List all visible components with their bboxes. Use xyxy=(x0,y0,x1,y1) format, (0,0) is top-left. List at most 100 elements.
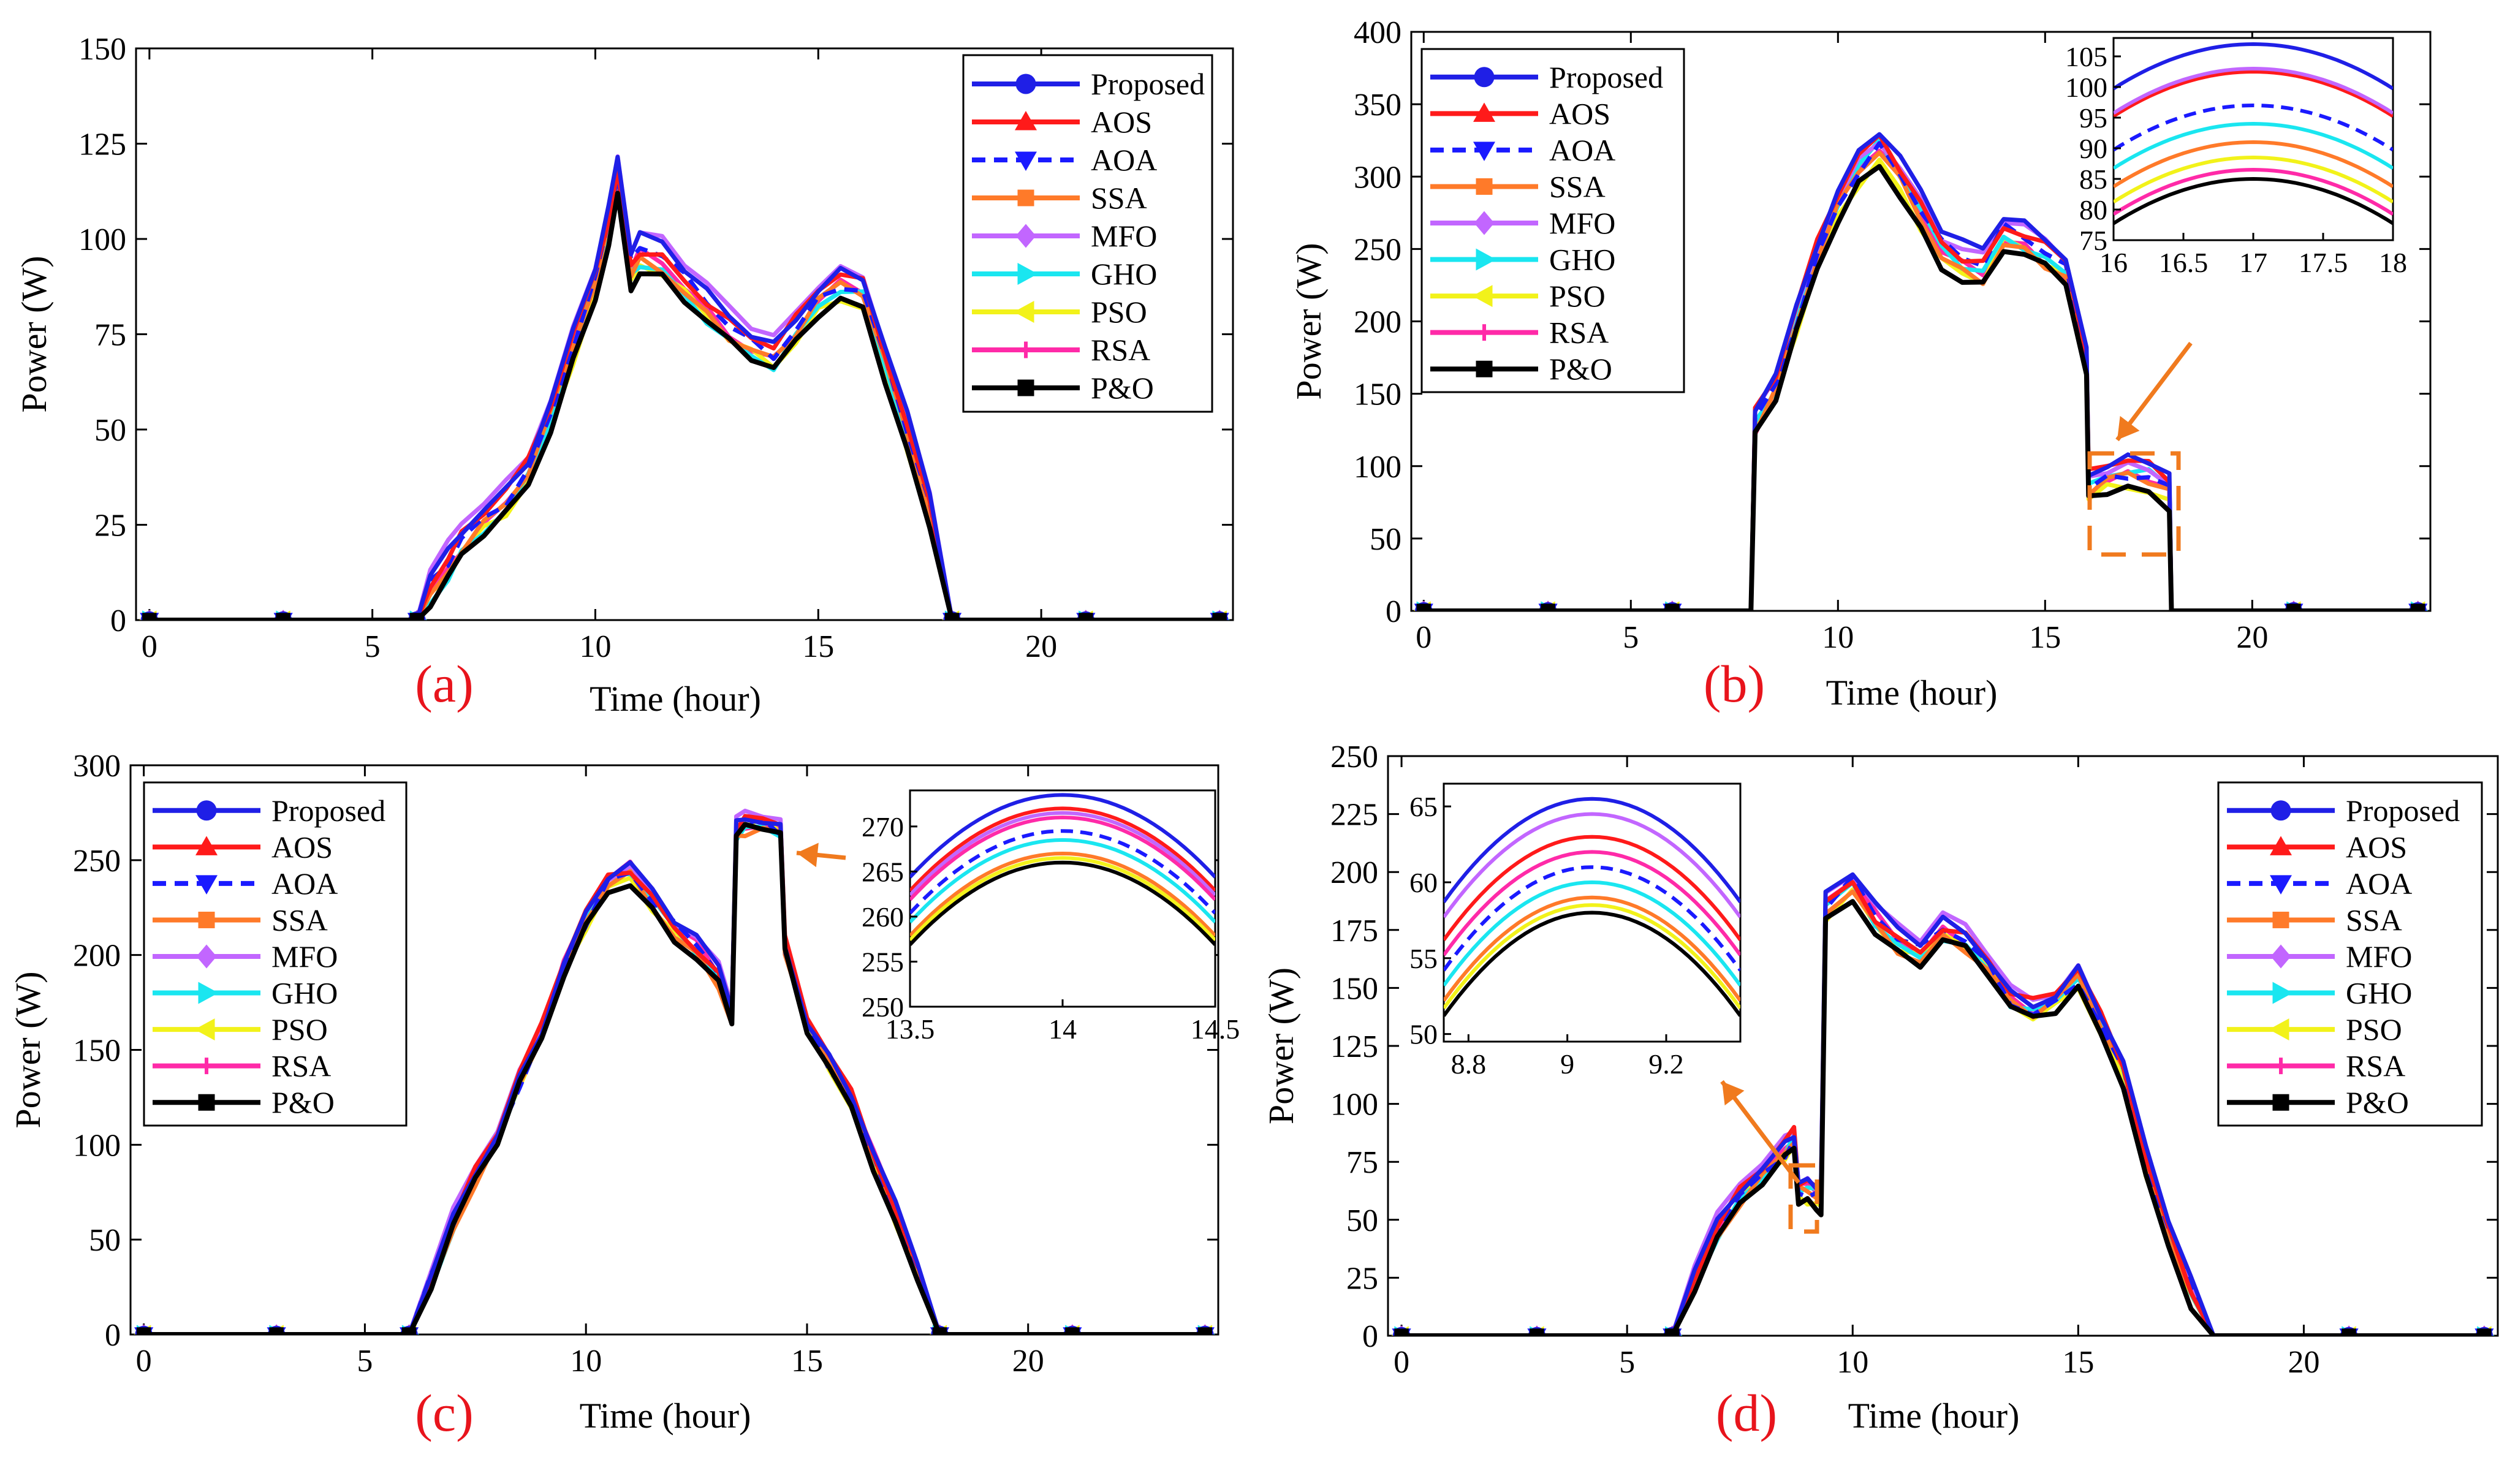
legend-marker xyxy=(2272,1094,2289,1111)
inset-series xyxy=(1444,797,1740,1017)
legend-marker xyxy=(1014,301,1034,323)
inset-line-mfo xyxy=(910,811,1215,896)
legend-marker xyxy=(1015,151,1037,171)
series-marker-pando xyxy=(1394,1328,1409,1336)
x-tick-label: 20 xyxy=(1025,629,1057,664)
series-marker-pando xyxy=(1065,1327,1080,1334)
legend-marker xyxy=(1473,102,1495,122)
series-marker-pando xyxy=(1665,1328,1680,1336)
inset-x-tick-label: 9.2 xyxy=(1648,1048,1684,1080)
series-marker-pando xyxy=(944,613,960,620)
legend-marker xyxy=(1017,379,1034,396)
inset-line-proposed xyxy=(2114,42,2393,91)
y-tick-label: 100 xyxy=(73,1128,121,1163)
inset-line-pando xyxy=(1444,910,1740,1017)
x-tick-label: 0 xyxy=(136,1344,152,1379)
panel-label: (b) xyxy=(1704,654,1765,713)
series-line-proposed xyxy=(149,154,1220,620)
series-marker-pando xyxy=(1541,604,1555,611)
inset-line-rsa xyxy=(1444,850,1740,956)
legend-marker xyxy=(1015,224,1036,248)
inset-line-pso xyxy=(1444,903,1740,1010)
legend-marker xyxy=(1017,341,1034,358)
inset-line-pando xyxy=(2114,176,2393,225)
series-marker-pando xyxy=(401,1327,417,1334)
y-tick-label: 50 xyxy=(89,1223,121,1258)
inset-x-tick-label: 9 xyxy=(1560,1048,1574,1080)
x-tick-label: 15 xyxy=(802,629,834,664)
legend-label-mfo: MFO xyxy=(1549,206,1615,240)
series-marker-pando xyxy=(136,1327,151,1334)
y-tick-label: 0 xyxy=(1362,1319,1378,1354)
x-tick-label: 20 xyxy=(1012,1344,1044,1379)
series-group xyxy=(133,808,1216,1334)
legend-marker xyxy=(196,800,217,821)
inset-y-tick-label: 250 xyxy=(862,991,904,1023)
y-tick-label: 125 xyxy=(1330,1029,1378,1064)
x-tick-label: 10 xyxy=(1837,1345,1868,1380)
legend-label-mfo: MFO xyxy=(1091,219,1157,253)
legend-marker xyxy=(1015,74,1036,94)
inset-zoom: 8.8 9 9.2 50 55 60 65 xyxy=(1409,782,1819,1234)
inset-line-aos xyxy=(1444,835,1740,941)
series-group xyxy=(1391,872,2495,1336)
x-axis-label: Time (hour) xyxy=(580,1396,751,1436)
legend-label-pso: PSO xyxy=(2346,1012,2402,1047)
legend-label-gho: GHO xyxy=(271,976,338,1010)
panel-label: (d) xyxy=(1716,1384,1777,1442)
y-axis-label: Power (W) xyxy=(14,256,54,412)
legend-label-ssa: SSA xyxy=(1549,169,1606,203)
legend-label-aos: AOS xyxy=(271,830,333,864)
x-tick-label: 10 xyxy=(1822,620,1854,655)
y-tick-label: 225 xyxy=(1330,798,1378,833)
panel-label: (a) xyxy=(415,654,473,713)
series-marker-pando xyxy=(2342,1328,2356,1336)
legend-marker xyxy=(2270,836,2292,855)
inset-line-proposed xyxy=(910,793,1215,879)
series-marker-pando xyxy=(142,613,157,620)
y-tick-label: 150 xyxy=(1354,377,1401,412)
legend-label-pando: P&O xyxy=(2346,1085,2409,1119)
inset-line-proposed xyxy=(1444,797,1740,903)
inset-y-tick-label: 50 xyxy=(1409,1019,1438,1050)
series-marker-pando xyxy=(1212,613,1227,620)
legend-label-mfo: MFO xyxy=(2346,939,2412,974)
x-tick-label: 5 xyxy=(365,629,381,664)
legend-label-ssa: SSA xyxy=(1091,181,1147,215)
legend-label-rsa: RSA xyxy=(1091,333,1150,367)
legend-marker xyxy=(1476,360,1493,377)
legend-label-aoa: AOA xyxy=(2346,866,2412,901)
inset-x-tick-label: 8.8 xyxy=(1451,1048,1487,1080)
legend-label-aos: AOS xyxy=(1091,105,1152,139)
x-axis-label: Time (hour) xyxy=(1826,673,1998,713)
legend-label-pso: PSO xyxy=(1549,279,1606,313)
chart-panel-d: 0 5 10 15 200255075100125150175200225250Time… xyxy=(1261,740,2499,1442)
legend-marker xyxy=(1474,211,1495,235)
legend-label-mfo: MFO xyxy=(271,939,338,974)
legend-label-aoa: AOA xyxy=(271,866,338,901)
series-marker-pando xyxy=(1079,613,1093,620)
series-marker-pando xyxy=(932,1327,947,1334)
y-tick-label: 100 xyxy=(78,222,126,257)
legend-label-pso: PSO xyxy=(271,1012,328,1047)
y-tick-label: 400 xyxy=(1354,15,1401,50)
x-axis-label: Time (hour) xyxy=(590,679,761,719)
inset-y-tick-label: 255 xyxy=(862,946,904,977)
y-tick-label: 150 xyxy=(1330,971,1378,1006)
series-marker-pando xyxy=(269,1327,284,1334)
inset-line-ssa xyxy=(910,851,1215,937)
inset-x-tick-label: 16.5 xyxy=(2159,247,2209,278)
series-marker-pando xyxy=(1197,1327,1213,1334)
inset-line-mfo xyxy=(2114,66,2393,115)
x-tick-label: 20 xyxy=(2236,620,2268,655)
inset-y-tick-label: 95 xyxy=(2079,102,2107,134)
inset-line-pando xyxy=(910,860,1215,946)
zoom-arrowhead xyxy=(1722,1081,1745,1106)
x-tick-label: 10 xyxy=(570,1344,602,1379)
y-tick-label: 75 xyxy=(94,318,126,353)
legend-label-gho: GHO xyxy=(1549,243,1615,277)
